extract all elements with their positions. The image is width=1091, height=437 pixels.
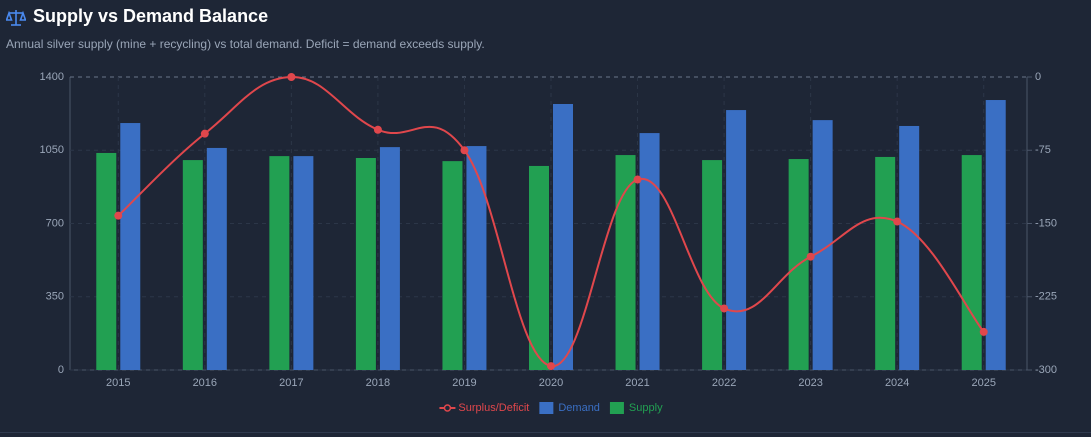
bar [96,152,117,370]
x-tick-label: 2023 [798,377,822,389]
chart-subtitle: Annual silver supply (mine + recycling) … [6,37,485,51]
bar [120,123,141,371]
line-point [287,73,296,81]
line-point [460,146,469,155]
legend-label: Demand [558,402,600,414]
x-tick-label: 2024 [885,377,909,389]
line-point [373,125,382,134]
bar [529,165,549,370]
bar [702,160,723,370]
x-tick-label: 2015 [106,377,130,389]
bar [899,125,920,370]
x-tick-label: 2016 [193,377,217,389]
y-tick-label: 700 [46,217,64,229]
y-tick-label: 350 [46,291,64,303]
y-tick-label: 1050 [40,144,64,156]
bar [293,156,314,370]
bar [985,100,1006,371]
x-tick-label: 2019 [452,377,476,389]
legend-label: Surplus/Deficit [458,402,529,414]
x-tick-label: 2017 [279,377,303,389]
bar [875,156,896,370]
bar [812,120,833,370]
bar [182,160,203,370]
y-tick-label: 1400 [40,71,64,83]
y-tick-label: 0 [58,364,64,376]
legend-label: Supply [629,402,663,414]
title-icon [6,10,26,26]
x-tick-label: 2020 [539,377,563,389]
legend-swatch [443,404,452,412]
bar [466,146,487,370]
line-point [547,362,555,371]
bar [615,155,636,370]
x-tick-label: 2021 [625,377,649,389]
x-tick-label: 2022 [712,377,736,389]
y2-tick-label: -300 [1035,364,1057,376]
y2-tick-label: -225 [1035,291,1057,303]
x-tick-label: 2018 [366,377,390,389]
chart-title: Supply vs Demand Balance [33,6,269,26]
y2-tick-label: -75 [1035,144,1051,156]
line-point [114,211,123,220]
y2-tick-label: 0 [1035,71,1041,83]
line-point [633,175,642,184]
divider [0,432,1091,433]
line-point [200,129,209,138]
line-point [720,304,729,313]
bar [553,103,573,370]
bar [379,147,400,370]
bar [442,161,463,370]
line-point [806,252,815,261]
bar [206,147,227,370]
legend-swatch [609,402,624,414]
legend-swatch [539,402,554,414]
bar [639,133,660,370]
y2-tick-label: -150 [1035,217,1057,229]
line-point [893,217,902,226]
x-tick-label: 2025 [971,377,995,389]
bar [726,110,747,371]
bar [961,155,982,370]
bar [355,157,376,370]
legend: Surplus/Deficit Demand Supply [439,402,663,414]
bar [269,156,290,370]
line-point [979,327,988,336]
